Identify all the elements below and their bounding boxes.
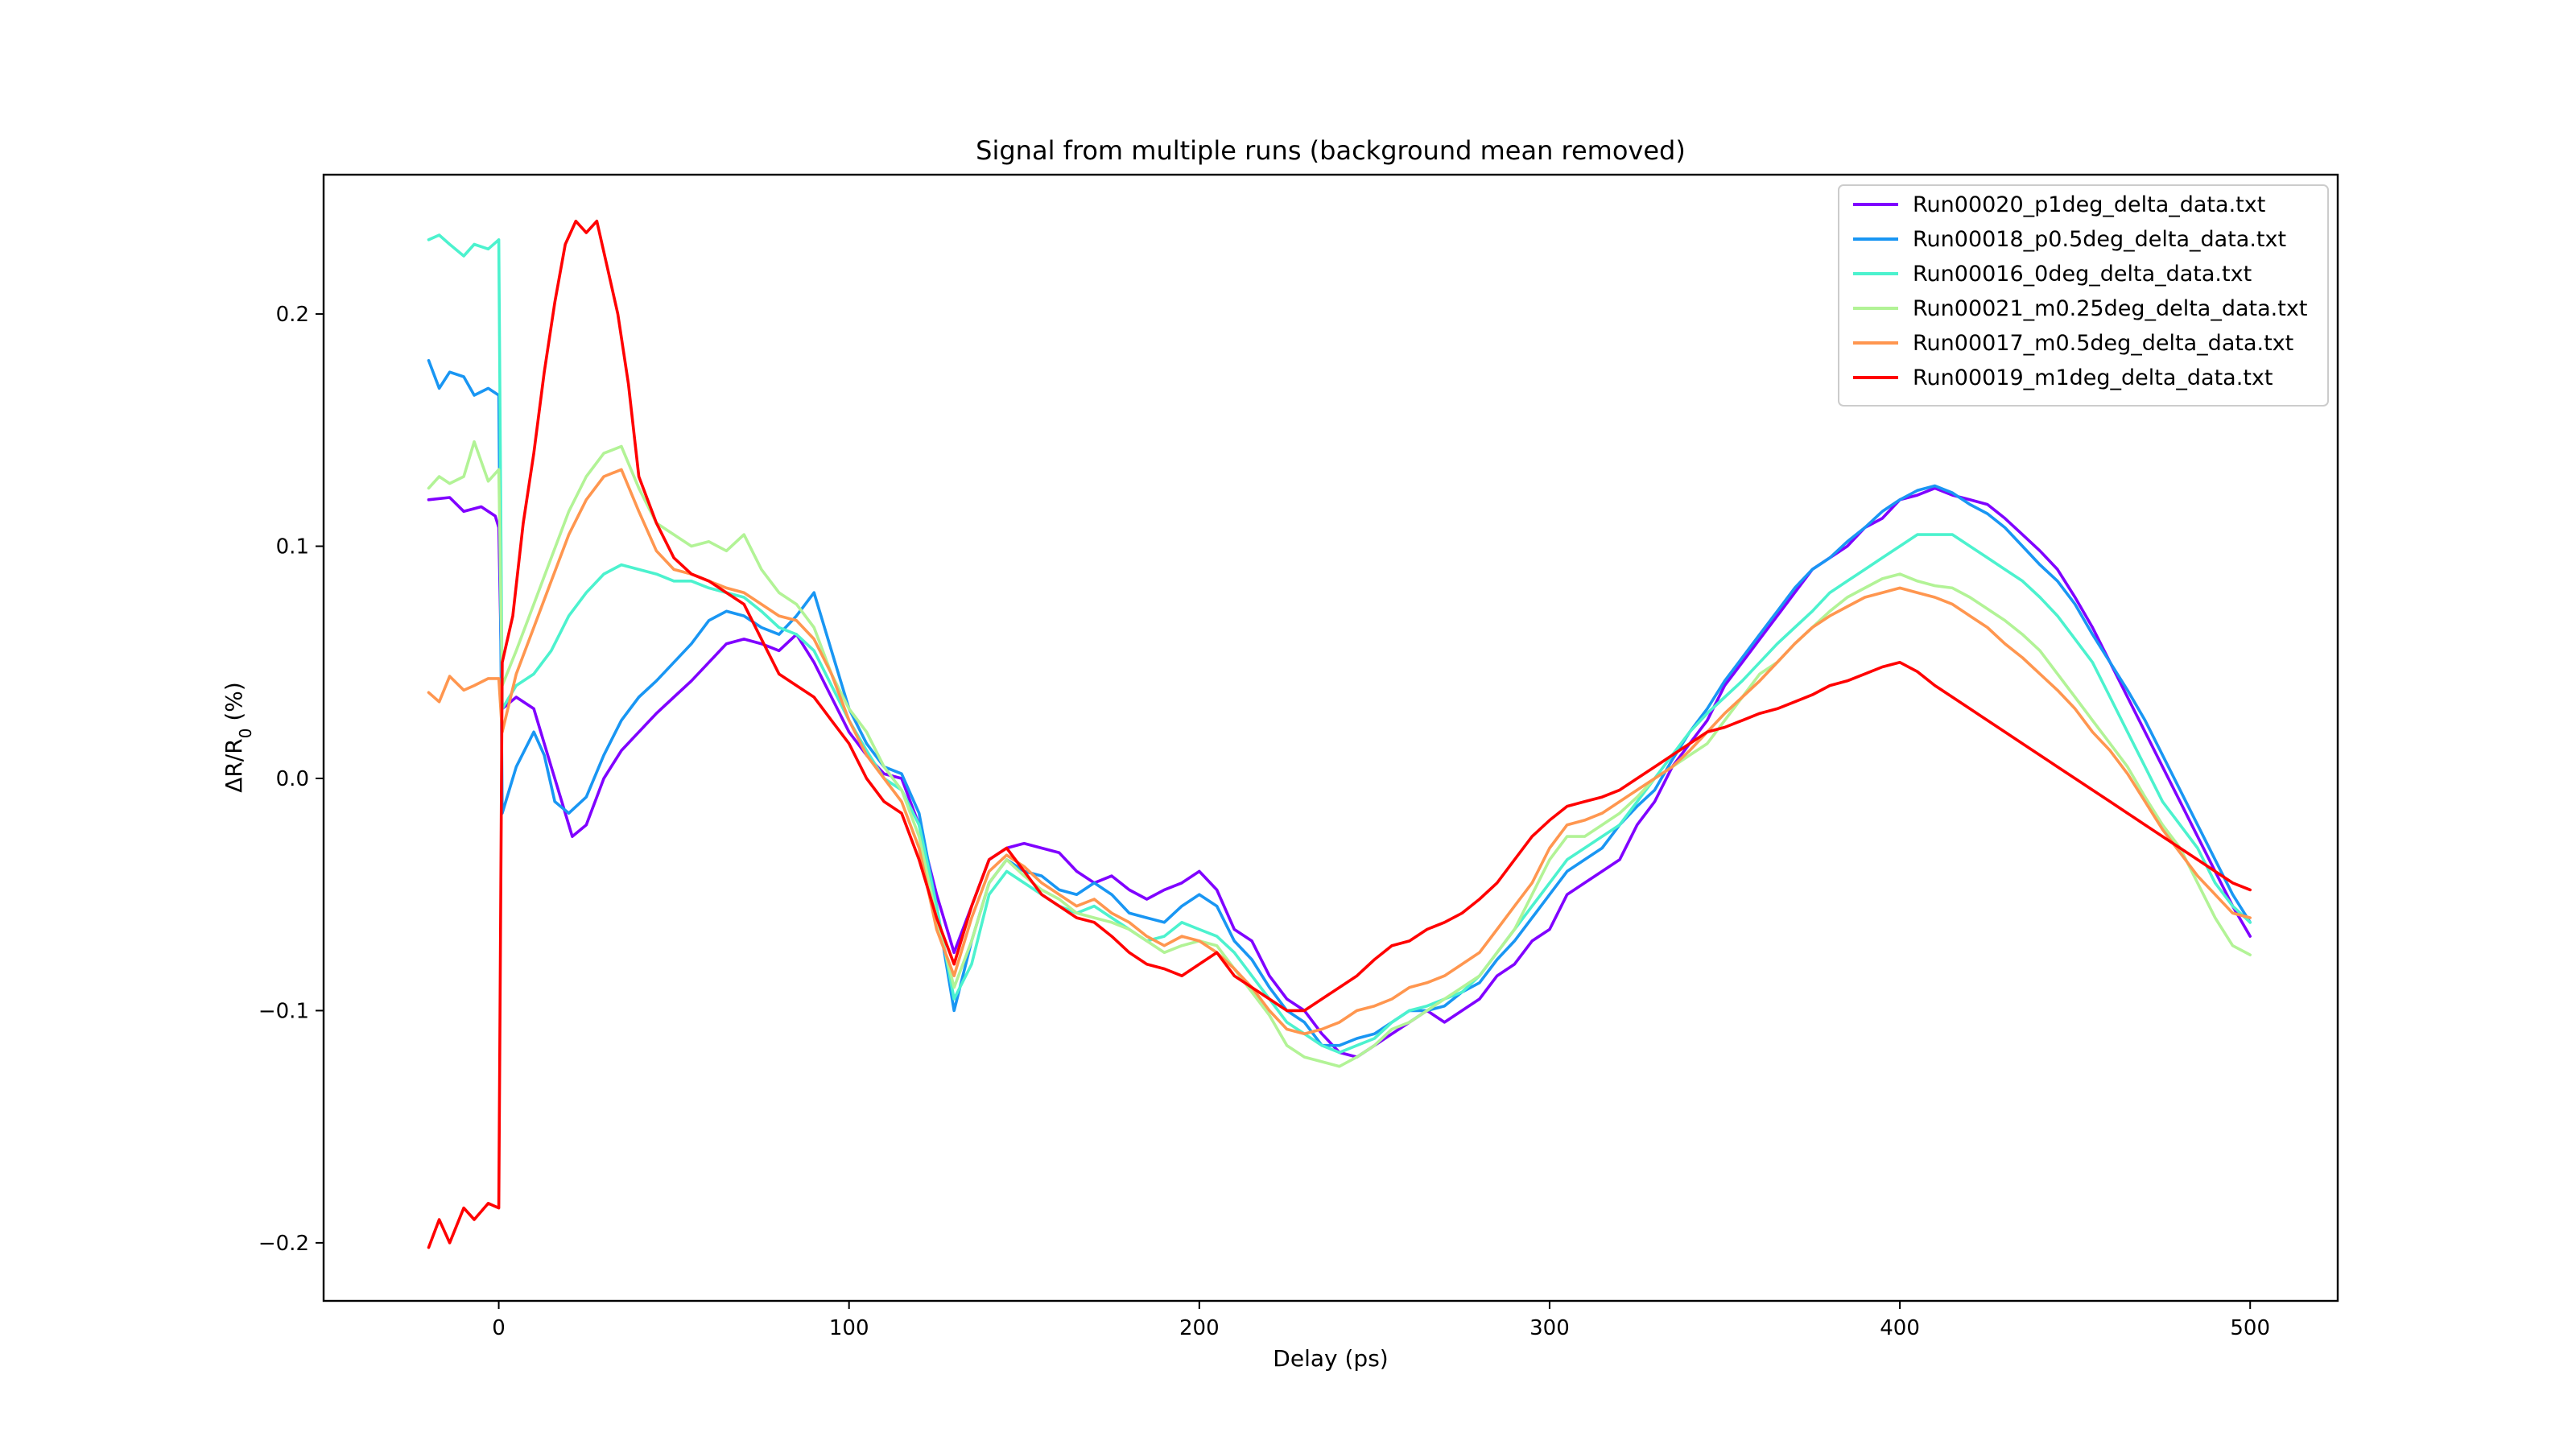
series-layer [427,219,2252,1249]
legend-entry: Run00021_m0.25deg_delta_data.txt [1913,296,2307,321]
y-tick-label: 0.0 [276,767,309,791]
y-axis: −0.2 −0.1 0.0 0.1 0.2 [258,303,324,1256]
x-tick-label: 200 [1179,1316,1220,1340]
legend-box [1838,184,2329,407]
series-line-1 [427,486,2252,1059]
chart-title: Signal from multiple runs (background me… [976,135,1686,166]
y-axis-label: ΔR/R0 (%) [221,682,255,793]
x-axis-label: Delay (ps) [1273,1345,1388,1372]
axes-frame [322,173,2339,1302]
y-axis-label-unit: (%) [221,682,247,728]
y-axis-label-main: ΔR/R [221,738,247,793]
legend-entry: Run00016_0deg_delta_data.txt [1913,262,2252,287]
y-axis-label-subscript: 0 [236,729,255,739]
series-line-6 [427,219,2252,1249]
series-line-2 [427,359,2252,1047]
x-tick-label: 500 [2230,1316,2270,1340]
series-line-4 [427,440,2252,1068]
y-tick-label: 0.1 [276,535,309,559]
y-tick-label: 0.2 [276,303,309,327]
legend-entry: Run00019_m1deg_delta_data.txt [1913,365,2273,390]
x-tick-label: 400 [1880,1316,1920,1340]
legend-entry: Run00020_p1deg_delta_data.txt [1913,192,2265,217]
series-line-3 [427,233,2252,1055]
x-tick-label: 100 [829,1316,869,1340]
x-tick-label: 0 [492,1316,506,1340]
y-tick-label: −0.1 [258,999,309,1023]
legend-entry: Run00017_m0.5deg_delta_data.txt [1913,331,2293,356]
y-tick-label: −0.2 [258,1232,309,1256]
legend: Run00020_p1deg_delta_data.txt Run00018_p0… [1838,184,2329,407]
x-axis: 0 100 200 300 400 500 [492,1301,2270,1340]
x-tick-label: 300 [1530,1316,1570,1340]
legend-entry: Run00018_p0.5deg_delta_data.txt [1913,227,2286,252]
